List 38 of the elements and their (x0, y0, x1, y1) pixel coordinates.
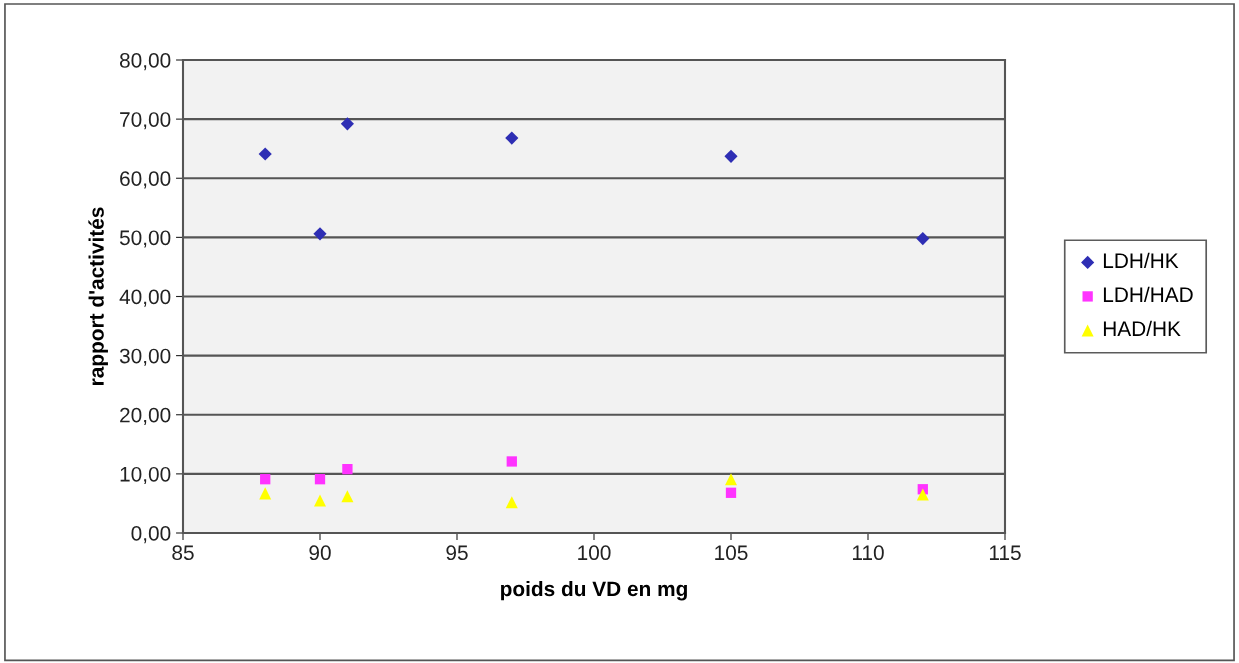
x-tick-label: 85 (172, 545, 194, 561)
y-tick-label: 80,00 (119, 53, 171, 71)
point (916, 488, 929, 501)
legend-label: HAD/HK (1103, 320, 1181, 337)
y-tick-label: 40,00 (119, 289, 171, 307)
y-tick-label: 30,00 (119, 348, 171, 366)
x-tick-label: 105 (715, 545, 748, 561)
y-tick-label: 60,00 (120, 171, 171, 189)
point (314, 474, 326, 485)
legend-label: LDH/HK (1103, 252, 1179, 269)
y-tick-label: 70,00 (120, 112, 171, 130)
x-tick-label: 95 (446, 545, 468, 561)
point (724, 473, 738, 486)
x-tick-label: 90 (309, 545, 331, 561)
y-tick-label: 20,00 (120, 407, 171, 425)
point (260, 474, 271, 485)
point (505, 496, 518, 509)
point (724, 149, 738, 163)
x-tick-label: 110 (852, 545, 884, 561)
point (258, 147, 272, 161)
x-axis-title: poids du VD en mg (501, 580, 687, 601)
y-tick-label: 10,00 (120, 466, 171, 485)
y-tick-label: 50,00 (119, 230, 171, 248)
point (313, 494, 327, 507)
y-tick-label: 0,00 (131, 526, 171, 544)
point (259, 487, 272, 500)
x-tick-label: 115 (989, 545, 1021, 561)
point (341, 490, 354, 503)
y-axis-title: rapport d'activités (88, 207, 108, 385)
point (916, 231, 930, 246)
point (725, 487, 737, 498)
point (505, 131, 519, 145)
x-tick-label: 100 (578, 545, 611, 561)
point (313, 227, 327, 241)
point (506, 456, 517, 467)
legend-label: LDH/HAD (1103, 286, 1193, 303)
point (342, 463, 353, 475)
point (340, 117, 354, 131)
